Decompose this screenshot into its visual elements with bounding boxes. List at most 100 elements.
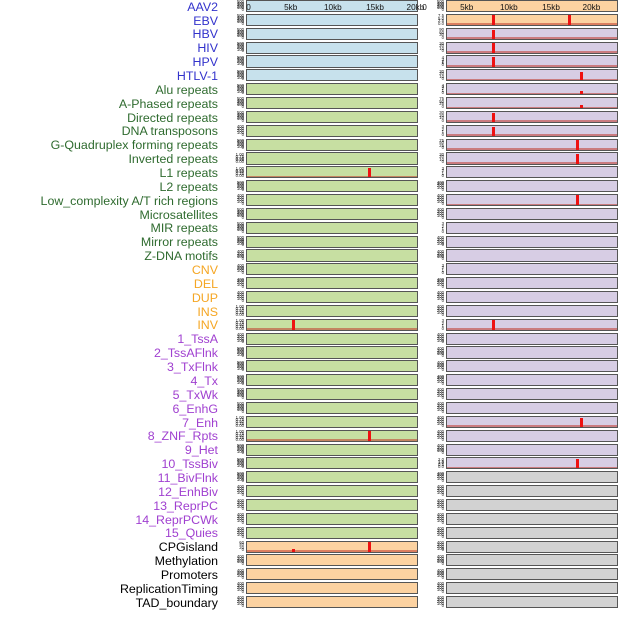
track-panel-left[interactable] [246, 291, 418, 304]
track-peak[interactable] [576, 458, 580, 469]
track-label-dna-transposons[interactable]: DNA transposons [121, 124, 218, 139]
track-label-low-complexity-a-t-rich-regions[interactable]: Low_complexity A/T rich regions [40, 193, 218, 208]
track-panel-right[interactable] [446, 83, 618, 96]
track-panel-right[interactable] [446, 13, 618, 26]
track-panel-left[interactable] [246, 457, 418, 470]
track-peak[interactable] [292, 548, 296, 552]
track-panel-right[interactable] [446, 0, 618, 13]
track-label-hpv[interactable]: HPV [192, 55, 218, 70]
track-peak[interactable] [492, 42, 496, 53]
track-panel-right[interactable] [446, 360, 618, 373]
track-peak[interactable] [492, 15, 496, 25]
track-panel-left[interactable] [246, 554, 418, 567]
track-label-14-reprpcwk[interactable]: 14_ReprPCWk [135, 512, 218, 527]
track-panel-left[interactable] [246, 401, 418, 414]
track-panel-right[interactable] [446, 27, 618, 40]
track-peak[interactable] [492, 113, 496, 122]
track-peak[interactable] [567, 15, 571, 25]
track-label-11-bivflnk[interactable]: 11_BivFlnk [157, 470, 218, 485]
track-panel-right[interactable] [446, 498, 618, 511]
track-label-htlv-1[interactable]: HTLV-1 [176, 69, 218, 84]
track-label-9-het[interactable]: 9_Het [184, 443, 218, 458]
track-label-l2-repeats[interactable]: L2 repeats [159, 179, 218, 194]
track-panel-right[interactable] [446, 443, 618, 456]
track-panel-left[interactable] [246, 360, 418, 373]
track-panel-left[interactable] [246, 55, 418, 68]
track-panel-left[interactable] [246, 83, 418, 96]
track-panel-left[interactable] [246, 180, 418, 193]
track-panel-left[interactable] [246, 207, 418, 220]
track-label-5-txwk[interactable]: 5_TxWk [172, 387, 218, 402]
track-panel-right[interactable] [446, 180, 618, 193]
track-label-promoters[interactable]: Promoters [160, 567, 218, 582]
track-label-13-reprpc[interactable]: 13_ReprPC [153, 498, 218, 513]
track-panel-right[interactable] [446, 595, 618, 609]
track-panel-right[interactable] [446, 138, 618, 151]
track-label-l1-repeats[interactable]: L1 repeats [159, 166, 218, 181]
track-label-8-znf-rpts[interactable]: 8_ZNF_Rpts [147, 429, 218, 444]
track-panel-right[interactable] [446, 194, 618, 207]
track-panel-right[interactable] [446, 124, 618, 137]
track-panel-right[interactable] [446, 97, 618, 110]
track-panel-left[interactable] [246, 194, 418, 207]
track-panel-right[interactable] [446, 512, 618, 525]
track-label-mir-repeats[interactable]: MIR repeats [150, 221, 218, 236]
track-panel-left[interactable] [246, 429, 418, 442]
track-panel-left[interactable] [246, 540, 418, 553]
track-peak[interactable] [576, 153, 580, 164]
track-peak[interactable] [292, 320, 296, 330]
track-panel-left[interactable] [246, 595, 418, 609]
track-panel-left[interactable] [246, 346, 418, 359]
track-label-10-tssbiv[interactable]: 10_TssBiv [161, 457, 218, 472]
track-label-aav2[interactable]: AAV2 [187, 0, 218, 14]
track-panel-left[interactable] [246, 27, 418, 40]
track-label-g-quadruplex-forming-repeats[interactable]: G-Quadruplex forming repeats [50, 138, 218, 153]
track-panel-left[interactable] [246, 318, 418, 331]
track-panel-right[interactable] [446, 235, 618, 248]
track-panel-left[interactable] [246, 332, 418, 345]
track-panel-left[interactable] [246, 166, 418, 179]
track-panel-right[interactable] [446, 249, 618, 262]
track-label-hiv[interactable]: HIV [197, 41, 218, 56]
track-panel-right[interactable] [446, 485, 618, 498]
track-peak[interactable] [367, 167, 371, 178]
track-panel-right[interactable] [446, 582, 618, 595]
track-panel-left[interactable] [246, 13, 418, 26]
track-panel-right[interactable] [446, 332, 618, 345]
track-panel-right[interactable] [446, 69, 618, 82]
track-peak[interactable] [492, 320, 496, 330]
track-panel-left[interactable] [246, 0, 418, 13]
track-panel-left[interactable] [246, 221, 418, 234]
track-peak[interactable] [579, 417, 583, 427]
track-panel-right[interactable] [446, 429, 618, 442]
track-panel-left[interactable] [246, 374, 418, 387]
track-panel-left[interactable] [246, 152, 418, 165]
track-panel-right[interactable] [446, 207, 618, 220]
track-panel-left[interactable] [246, 526, 418, 539]
track-label-microsatellites[interactable]: Microsatellites [139, 207, 219, 222]
track-label-a-phased-repeats[interactable]: A-Phased repeats [118, 96, 218, 111]
track-panel-left[interactable] [246, 110, 418, 123]
track-label-directed-repeats[interactable]: Directed repeats [127, 110, 218, 125]
track-peak[interactable] [579, 105, 583, 109]
track-panel-right[interactable] [446, 304, 618, 317]
track-panel-left[interactable] [246, 97, 418, 110]
track-label-7-enh[interactable]: 7_Enh [182, 415, 218, 430]
track-label-cpgisland[interactable]: CPGisland [158, 540, 218, 555]
track-panel-right[interactable] [446, 526, 618, 539]
track-panel-left[interactable] [246, 471, 418, 484]
track-label-alu-repeats[interactable]: Alu repeats [155, 82, 218, 97]
track-panel-right[interactable] [446, 401, 618, 414]
track-panel-left[interactable] [246, 124, 418, 137]
track-panel-right[interactable] [446, 110, 618, 123]
track-panel-left[interactable] [246, 235, 418, 248]
track-panel-right[interactable] [446, 263, 618, 276]
track-panel-left[interactable] [246, 249, 418, 262]
track-label-inv[interactable]: INV [197, 318, 218, 333]
track-peak[interactable] [367, 541, 371, 552]
track-label-4-tx[interactable]: 4_Tx [190, 373, 218, 388]
track-label-12-enhbiv[interactable]: 12_EnhBiv [158, 484, 218, 499]
track-panel-right[interactable] [446, 318, 618, 331]
track-panel-right[interactable] [446, 55, 618, 68]
track-label-z-dna-motifs[interactable]: Z-DNA motifs [144, 249, 218, 264]
